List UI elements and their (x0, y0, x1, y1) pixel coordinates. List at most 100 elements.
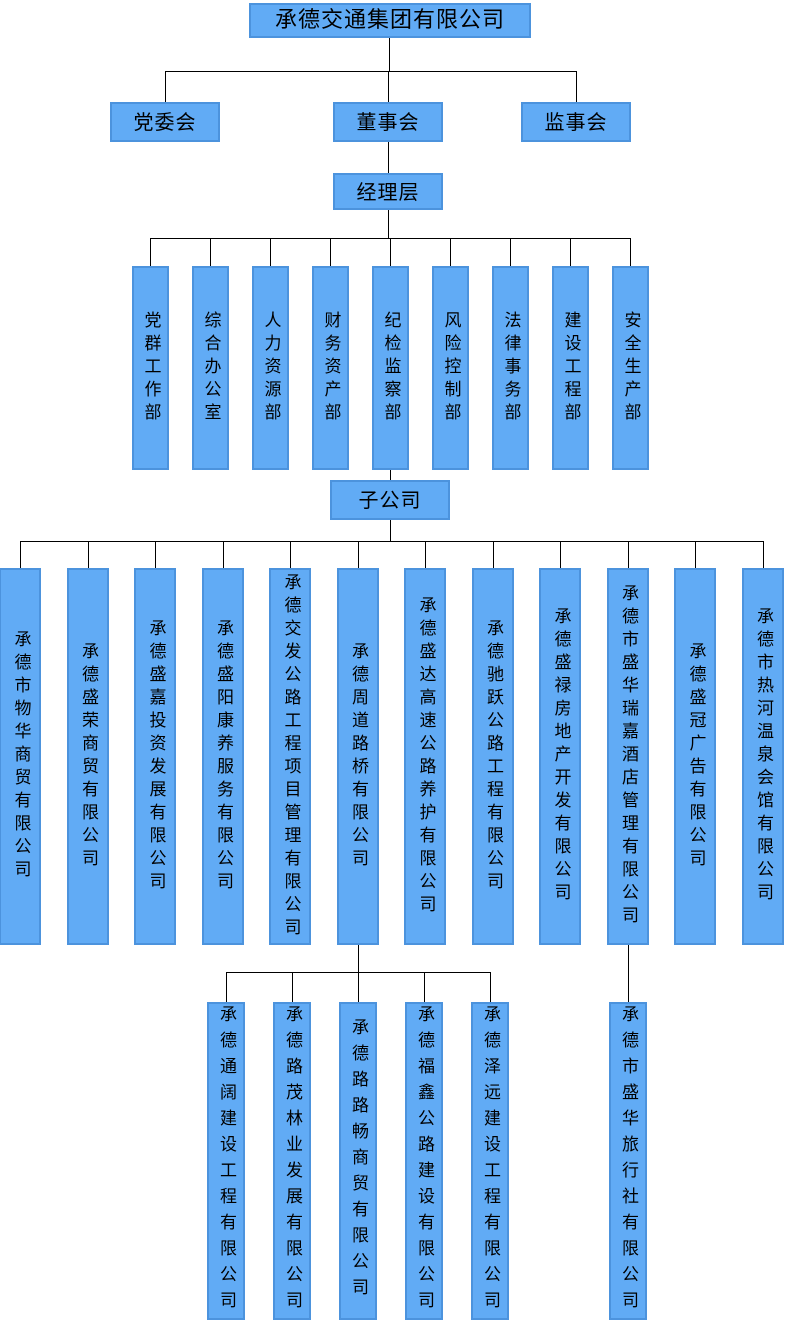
org-node-department-2-label: 人力资源部 (260, 310, 281, 426)
org-node-subsidiary-8-label: 承德盛禄房地产开发有限公司 (550, 607, 571, 906)
connector-department-drop-8 (630, 238, 631, 266)
org-node-hotel-child: 承德市盛华旅行社有限公司 (608, 1002, 647, 1320)
org-node-subsidiary-9: 承德市盛华瑞嘉酒店管理有限公司 (606, 568, 649, 945)
org-node-department-6: 法律事务部 (491, 266, 529, 470)
org-node-department-1-label: 综合办公室 (200, 310, 221, 426)
org-node-subsidiary-5-label: 承德周道路桥有限公司 (348, 641, 368, 872)
org-node-department-3-label: 财务资产部 (320, 310, 341, 426)
connector-board-to-management (388, 142, 389, 173)
org-node-subsidiary-10: 承德盛冠广告有限公司 (674, 568, 716, 945)
connector-dept-to-subsidiaries (390, 470, 391, 480)
connector-governance-drop-supervisory-board (576, 71, 577, 102)
org-node-department-4-label: 纪检监察部 (380, 310, 401, 426)
org-node-subsidiary-2: 承德盛嘉投资发展有限公司 (134, 568, 176, 945)
org-node-roadbridge-child-1-label: 承德路茂林业发展有限公司 (282, 1005, 302, 1317)
org-node-board-of-directors-label: 董事会 (356, 110, 420, 134)
org-node-subsidiary-7: 承德驰跃公路工程有限公司 (471, 568, 514, 945)
org-node-subsidiary-6-label: 承德盛达高速公路养护有限公司 (415, 595, 436, 918)
org-node-subsidiary-4: 承德交发公路工程项目管理有限公司 (269, 568, 311, 945)
connector-roadbridge-drop-4 (489, 972, 491, 1002)
org-node-party-committee: 党委会 (110, 102, 220, 142)
connector-subsidiary-drop-5 (357, 541, 359, 568)
connector-department-drop-3 (330, 238, 331, 266)
connector-department-drop-1 (210, 238, 211, 266)
org-node-management: 经理层 (333, 173, 443, 210)
connector-subsidiary-drop-1 (87, 541, 89, 568)
connector-subsidiary-drop-6 (425, 541, 426, 568)
connector-subsidiary-drop-0 (20, 541, 21, 568)
org-node-subsidiaries-header-label: 子公司 (358, 488, 422, 512)
org-node-department-1: 综合办公室 (191, 266, 229, 470)
org-node-department-0: 党群工作部 (131, 266, 169, 470)
connector-subsidiary-drop-9 (627, 541, 629, 568)
org-node-roadbridge-child-3-label: 承德福鑫公路建设有限公司 (414, 1005, 434, 1317)
org-node-subsidiary-0-label: 承德市物华商贸有限公司 (10, 630, 31, 883)
connector-department-drop-0 (150, 238, 151, 266)
org-node-department-5-label: 风险控制部 (440, 310, 461, 426)
connector-roadbridge-drop-1 (291, 972, 293, 1002)
org-node-department-8-label: 安全生产部 (620, 310, 641, 426)
org-node-department-8: 安全生产部 (611, 266, 649, 470)
org-node-root-label: 承德交通集团有限公司 (274, 7, 505, 33)
org-node-department-7-label: 建设工程部 (560, 310, 581, 426)
connector-department-drop-5 (450, 238, 451, 266)
org-node-subsidiary-3: 承德盛阳康养服务有限公司 (201, 568, 244, 945)
connector-subsidiary-drop-11 (762, 541, 764, 568)
connector-subsidiary-drop-4 (290, 541, 291, 568)
org-node-roadbridge-child-1: 承德路茂林业发展有限公司 (272, 1002, 311, 1320)
org-node-subsidiary-3-label: 承德盛阳康养服务有限公司 (213, 618, 233, 895)
connector-governance-drop-board-of-directors (388, 71, 389, 102)
org-node-supervisory-board: 监事会 (521, 102, 631, 142)
org-node-department-3: 财务资产部 (311, 266, 349, 470)
org-node-roadbridge-child-0-label: 承德通阔建设工程有限公司 (216, 1005, 236, 1317)
connector-subsidiaries-trunk (390, 520, 391, 541)
org-node-hotel-child-label: 承德市盛华旅行社有限公司 (618, 1005, 638, 1317)
connector-hotel-child-drop (627, 945, 629, 1002)
connector-department-drop-4 (390, 238, 391, 266)
connector-roadbridge-drop-2 (357, 972, 359, 1002)
org-node-subsidiary-8: 承德盛禄房地产开发有限公司 (539, 568, 581, 945)
connector-subsidiary-drop-8 (560, 541, 561, 568)
connector-department-drop-2 (270, 238, 271, 266)
org-node-roadbridge-child-3: 承德福鑫公路建设有限公司 (404, 1002, 443, 1320)
org-node-subsidiary-11-label: 承德市热河温泉会馆有限公司 (753, 607, 773, 906)
org-node-department-2: 人力资源部 (251, 266, 289, 470)
org-node-subsidiary-9-label: 承德市盛华瑞嘉酒店管理有限公司 (618, 584, 638, 929)
connector-roadbridge-drop-3 (423, 972, 425, 1002)
org-node-subsidiary-4-label: 承德交发公路工程项目管理有限公司 (280, 572, 301, 941)
org-node-subsidiary-0: 承德市物华商贸有限公司 (0, 568, 41, 945)
org-node-roadbridge-child-0: 承德通阔建设工程有限公司 (206, 1002, 245, 1320)
connector-root-trunk (389, 38, 390, 71)
connector-roadbridge-drop-0 (225, 972, 227, 1002)
org-node-department-4: 纪检监察部 (371, 266, 409, 470)
connector-department-drop-7 (570, 238, 571, 266)
org-node-roadbridge-child-2: 承德路路畅商贸有限公司 (338, 1002, 377, 1320)
connector-subsidiary-bus (20, 541, 764, 542)
connector-roadbridge-trunk (357, 945, 359, 972)
connector-governance-drop-party-committee (165, 71, 166, 102)
org-node-roadbridge-child-2-label: 承德路路畅商贸有限公司 (348, 1018, 368, 1304)
org-node-root: 承德交通集团有限公司 (249, 3, 531, 38)
org-node-management-label: 经理层 (356, 179, 420, 204)
org-node-board-of-directors: 董事会 (333, 102, 443, 142)
connector-department-drop-6 (510, 238, 511, 266)
connector-subsidiary-drop-10 (695, 541, 696, 568)
org-node-department-5: 风险控制部 (431, 266, 469, 470)
org-node-subsidiaries-header: 子公司 (330, 480, 450, 520)
org-node-subsidiary-7-label: 承德驰跃公路工程有限公司 (483, 618, 503, 895)
connector-governance-bus (165, 71, 577, 72)
org-node-subsidiary-1: 承德盛荣商贸有限公司 (66, 568, 109, 945)
org-node-supervisory-board-label: 监事会 (544, 110, 608, 134)
org-node-roadbridge-child-4-label: 承德泽远建设工程有限公司 (480, 1005, 500, 1317)
org-node-party-committee-label: 党委会 (133, 110, 197, 134)
org-node-department-7: 建设工程部 (551, 266, 589, 470)
org-node-roadbridge-child-4: 承德泽远建设工程有限公司 (470, 1002, 509, 1320)
connector-subsidiary-drop-3 (222, 541, 224, 568)
connector-subsidiary-drop-2 (155, 541, 156, 568)
org-node-department-6-label: 法律事务部 (500, 310, 521, 426)
org-node-subsidiary-5: 承德周道路桥有限公司 (336, 568, 379, 945)
org-node-subsidiary-6: 承德盛达高速公路养护有限公司 (404, 568, 446, 945)
connector-management-trunk (388, 210, 389, 238)
org-node-subsidiary-10-label: 承德盛冠广告有限公司 (685, 641, 706, 872)
